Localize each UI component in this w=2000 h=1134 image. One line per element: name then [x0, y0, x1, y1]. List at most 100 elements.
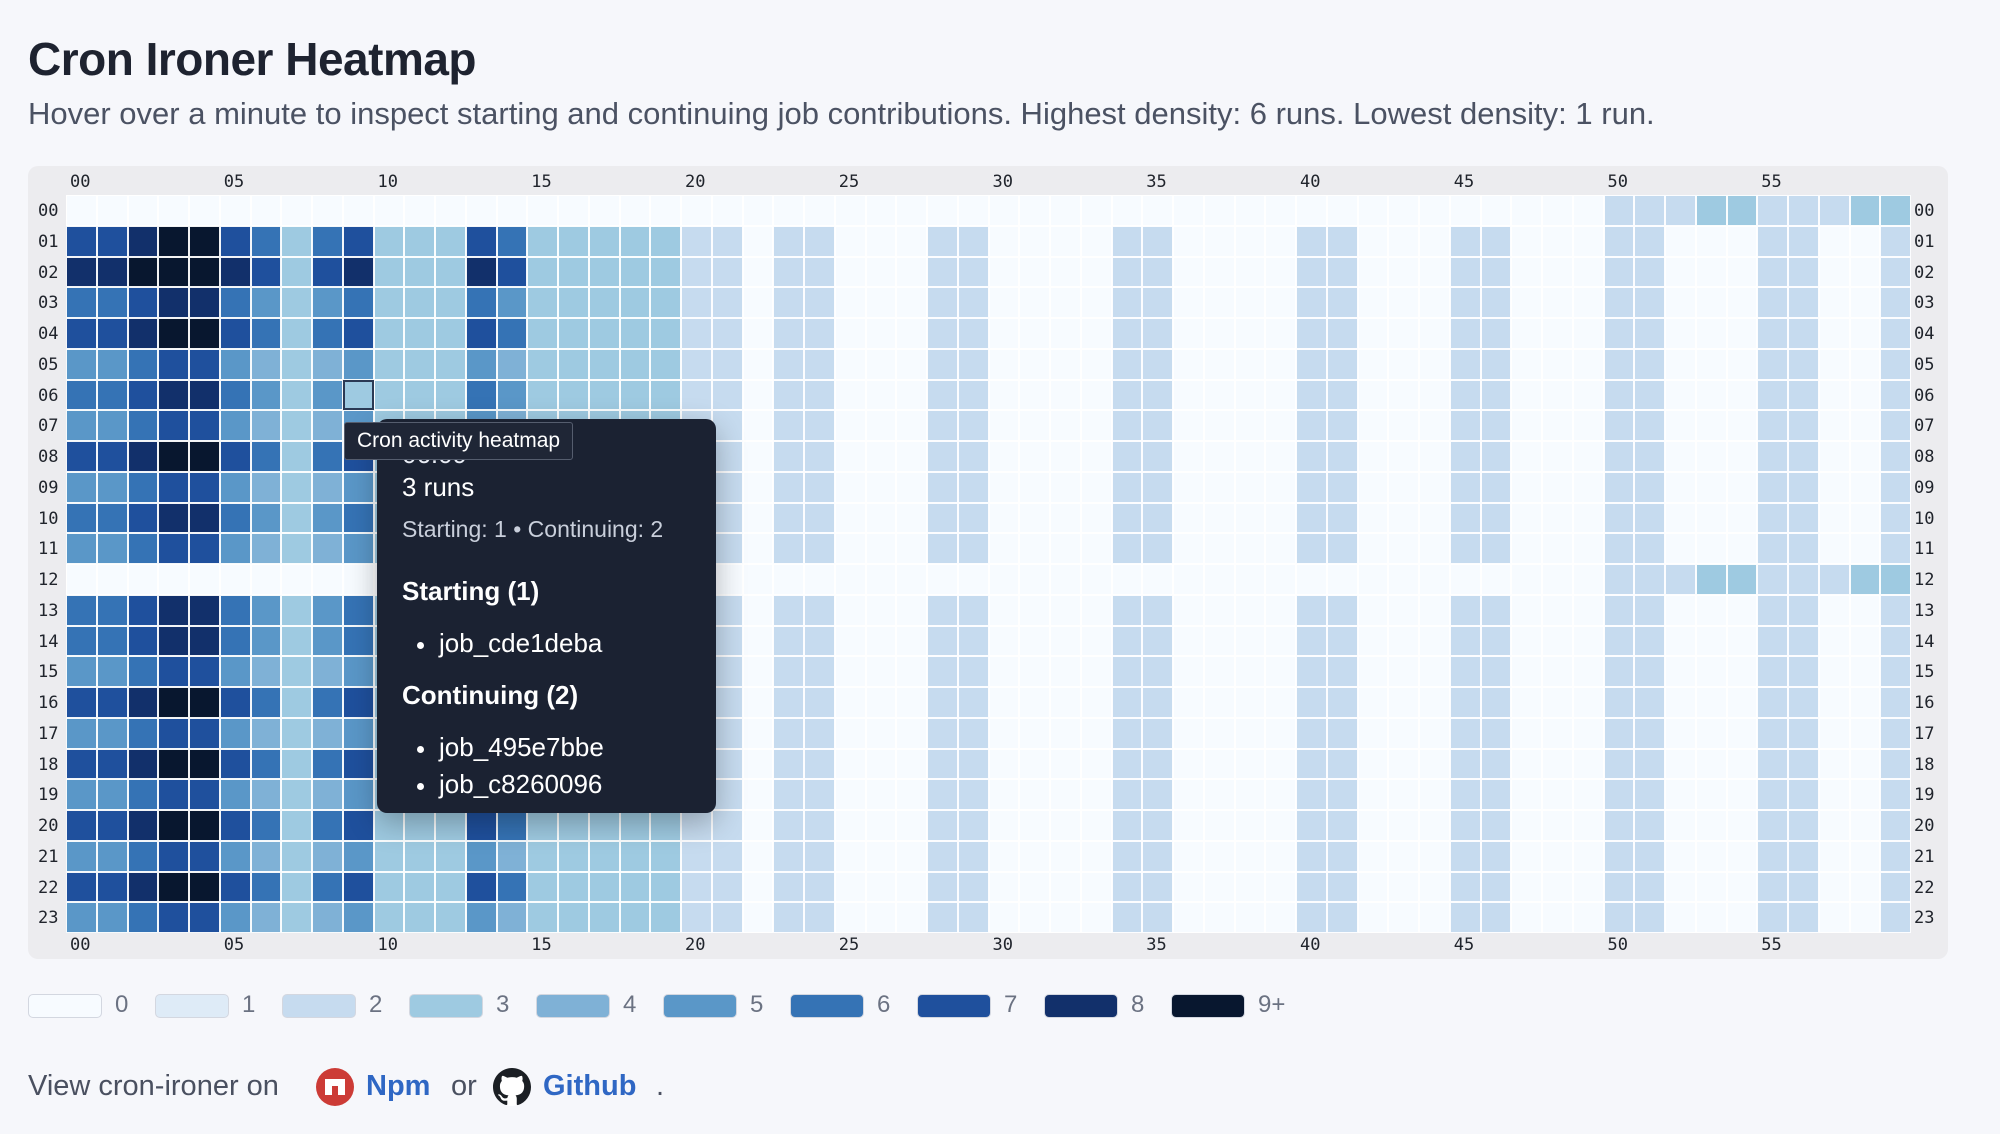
- heatmap-cell[interactable]: [1234, 871, 1266, 903]
- heatmap-cell[interactable]: [219, 717, 251, 749]
- heatmap-cell[interactable]: [1265, 594, 1296, 626]
- heatmap-cell[interactable]: [711, 748, 743, 780]
- heatmap-cell[interactable]: [1019, 871, 1050, 903]
- heatmap-cell[interactable]: [1880, 748, 1911, 780]
- heatmap-cell[interactable]: [1572, 810, 1604, 841]
- heatmap-cell[interactable]: [957, 318, 989, 349]
- heatmap-cell[interactable]: [988, 533, 1020, 564]
- heatmap-cell[interactable]: [1449, 902, 1481, 933]
- heatmap-cell[interactable]: [1542, 810, 1573, 841]
- heatmap-cell[interactable]: [527, 810, 558, 841]
- heatmap-cell[interactable]: [1449, 533, 1481, 564]
- heatmap-cell[interactable]: [1542, 902, 1573, 933]
- heatmap-cell[interactable]: [957, 195, 989, 226]
- heatmap-cell[interactable]: [1265, 810, 1296, 841]
- heatmap-cell[interactable]: [896, 810, 927, 841]
- heatmap-cell[interactable]: [1665, 410, 1696, 441]
- heatmap-cell[interactable]: [1695, 748, 1727, 780]
- heatmap-cell[interactable]: [1603, 502, 1635, 534]
- heatmap-cell[interactable]: [1849, 687, 1881, 718]
- heatmap-cell[interactable]: [1019, 287, 1050, 318]
- heatmap-cell[interactable]: [250, 594, 282, 626]
- heatmap-cell[interactable]: [1726, 471, 1758, 503]
- heatmap-cell[interactable]: [711, 810, 743, 841]
- heatmap-cell[interactable]: [96, 441, 128, 472]
- heatmap-cell[interactable]: [1050, 902, 1081, 933]
- heatmap-cell[interactable]: [1665, 256, 1696, 288]
- heatmap-cell[interactable]: [957, 564, 989, 595]
- heatmap-cell[interactable]: [1357, 502, 1389, 534]
- heatmap-cell[interactable]: [496, 379, 528, 411]
- heatmap-cell[interactable]: [1511, 318, 1542, 349]
- heatmap-cell[interactable]: [219, 256, 251, 288]
- heatmap-cell[interactable]: [1603, 564, 1635, 595]
- heatmap-cell[interactable]: [1449, 717, 1481, 749]
- heatmap-cell[interactable]: [1080, 717, 1112, 749]
- heatmap-cell[interactable]: [896, 410, 927, 441]
- heatmap-cell[interactable]: [373, 287, 405, 318]
- heatmap-cell[interactable]: [1511, 471, 1542, 503]
- heatmap-cell[interactable]: [250, 471, 282, 503]
- heatmap-cell[interactable]: [1449, 287, 1481, 318]
- heatmap-cell[interactable]: [588, 871, 620, 903]
- heatmap-cell[interactable]: [1603, 225, 1635, 257]
- heatmap-cell[interactable]: [219, 348, 251, 380]
- heatmap-cell[interactable]: [834, 717, 866, 749]
- heatmap-cell[interactable]: [342, 717, 374, 749]
- heatmap-cell[interactable]: [281, 779, 312, 810]
- heatmap-cell[interactable]: [1296, 441, 1327, 472]
- heatmap-cell[interactable]: [1019, 748, 1050, 780]
- heatmap-cell[interactable]: [496, 318, 528, 349]
- heatmap-cell[interactable]: [127, 564, 159, 595]
- heatmap-cell[interactable]: [1326, 687, 1358, 718]
- heatmap-cell[interactable]: [1142, 625, 1173, 657]
- heatmap-cell[interactable]: [1449, 594, 1481, 626]
- heatmap-cell[interactable]: [127, 594, 159, 626]
- heatmap-cell[interactable]: [1603, 256, 1635, 288]
- heatmap-cell[interactable]: [1726, 502, 1758, 534]
- heatmap-cell[interactable]: [527, 871, 558, 903]
- heatmap-cell[interactable]: [558, 871, 589, 903]
- heatmap-cell[interactable]: [1019, 195, 1050, 226]
- heatmap-cell[interactable]: [742, 348, 774, 380]
- heatmap-cell[interactable]: [1480, 902, 1512, 933]
- heatmap-cell[interactable]: [1603, 840, 1635, 872]
- heatmap-cell[interactable]: [1818, 810, 1850, 841]
- heatmap-cell[interactable]: [896, 441, 927, 472]
- heatmap-cell[interactable]: [1142, 810, 1173, 841]
- heatmap-cell[interactable]: [1019, 318, 1050, 349]
- heatmap-cell[interactable]: [1757, 871, 1788, 903]
- heatmap-cell[interactable]: [1542, 318, 1573, 349]
- heatmap-cell[interactable]: [1296, 840, 1327, 872]
- heatmap-cell[interactable]: [1572, 502, 1604, 534]
- heatmap-cell[interactable]: [1849, 564, 1881, 595]
- heatmap-cell[interactable]: [1111, 810, 1143, 841]
- heatmap-cell[interactable]: [1296, 748, 1327, 780]
- heatmap-cell[interactable]: [1726, 717, 1758, 749]
- heatmap-cell[interactable]: [896, 717, 927, 749]
- heatmap-cell[interactable]: [1880, 410, 1911, 441]
- heatmap-cell[interactable]: [711, 840, 743, 872]
- heatmap-cell[interactable]: [96, 748, 128, 780]
- heatmap-cell[interactable]: [1234, 318, 1266, 349]
- heatmap-cell[interactable]: [681, 256, 712, 288]
- heatmap-cell[interactable]: [1818, 318, 1850, 349]
- heatmap-cell[interactable]: [342, 656, 374, 687]
- heatmap-cell[interactable]: [1449, 779, 1481, 810]
- heatmap-cell[interactable]: [1880, 471, 1911, 503]
- heatmap-cell[interactable]: [650, 225, 681, 257]
- heatmap-cell[interactable]: [1173, 225, 1204, 257]
- heatmap-cell[interactable]: [1080, 318, 1112, 349]
- heatmap-cell[interactable]: [1388, 748, 1419, 780]
- heatmap-cell[interactable]: [312, 533, 343, 564]
- heatmap-cell[interactable]: [342, 840, 374, 872]
- heatmap-cell[interactable]: [1326, 256, 1358, 288]
- heatmap-cell[interactable]: [957, 594, 989, 626]
- heatmap-cell[interactable]: [1265, 256, 1296, 288]
- heatmap-cell[interactable]: [189, 533, 220, 564]
- heatmap-cell[interactable]: [1388, 318, 1419, 349]
- heatmap-cell[interactable]: [742, 256, 774, 288]
- heatmap-cell[interactable]: [1111, 318, 1143, 349]
- heatmap-cell[interactable]: [1880, 502, 1911, 534]
- heatmap-cell[interactable]: [927, 717, 958, 749]
